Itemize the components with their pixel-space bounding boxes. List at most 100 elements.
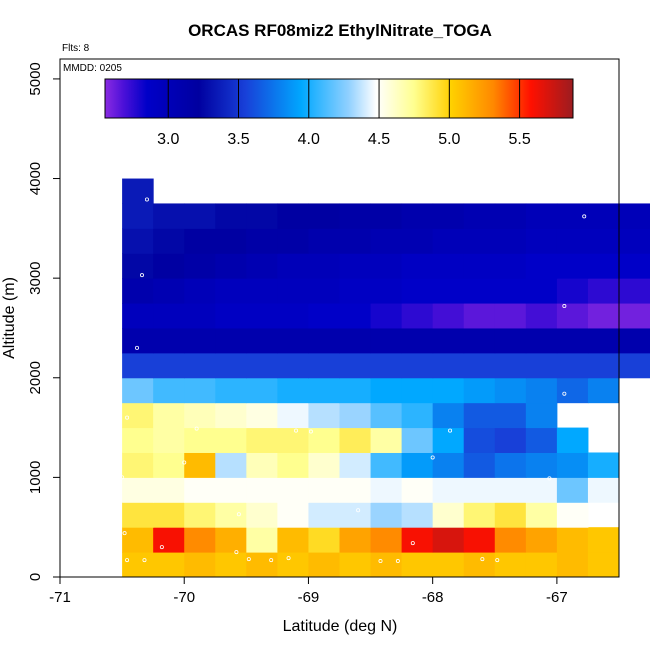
heatmap-cell xyxy=(587,253,620,279)
y-axis-label: Altitude (m) xyxy=(1,277,18,359)
sample-point xyxy=(125,558,130,563)
heatmap-cell xyxy=(587,228,620,254)
heatmap-cell xyxy=(215,527,247,553)
colorbar-tick-label: 3.5 xyxy=(227,131,249,148)
sample-point xyxy=(410,541,415,546)
heatmap-cell xyxy=(432,477,465,503)
heatmap-cell xyxy=(153,203,185,229)
heatmap-cell xyxy=(153,253,185,279)
heatmap-cell xyxy=(246,253,278,279)
heatmap-cell xyxy=(153,427,185,453)
x-tick-label: -67 xyxy=(546,589,568,606)
heatmap-cell xyxy=(308,228,340,254)
sample-point xyxy=(142,558,147,563)
heatmap-cell xyxy=(556,502,589,528)
sample-point xyxy=(294,428,299,433)
heatmap-cell xyxy=(153,228,185,254)
heatmap-cell xyxy=(184,477,216,503)
sample-points xyxy=(120,197,587,564)
sample-point xyxy=(194,426,199,431)
heatmap-cell xyxy=(463,402,496,429)
sample-point xyxy=(135,345,140,350)
heatmap-cell xyxy=(463,502,496,528)
sample-point xyxy=(182,460,187,465)
heatmap-cell xyxy=(184,253,216,279)
heatmap-cell xyxy=(277,427,309,453)
x-tick-label: -69 xyxy=(298,589,320,606)
heatmap-cell xyxy=(277,327,309,354)
heatmap-cell xyxy=(339,502,372,528)
heatmap-cell xyxy=(184,502,216,528)
heatmap-cell xyxy=(401,527,434,553)
heatmap-cell xyxy=(525,502,558,528)
heatmap-cell xyxy=(463,327,496,354)
heatmap-cell xyxy=(277,402,309,429)
heatmap-cell xyxy=(463,427,496,453)
y-axis: 0 1000 2000 3000 4000 5000 xyxy=(27,62,60,581)
heatmap-cell xyxy=(525,278,558,304)
heatmap-cell xyxy=(153,452,185,478)
heatmap-cell xyxy=(370,402,403,429)
heatmap-cell xyxy=(215,377,247,404)
heatmap-cell xyxy=(587,278,620,304)
heatmap-cell xyxy=(494,253,527,279)
sample-point xyxy=(378,559,383,564)
heatmap-cell xyxy=(619,352,650,379)
heatmap-cell xyxy=(339,452,372,478)
heatmap-cell xyxy=(370,452,403,478)
sample-point xyxy=(144,197,149,202)
heatmap-cell xyxy=(432,502,465,528)
date-note: MMDD: 0205 xyxy=(63,63,122,74)
heatmap-cell xyxy=(339,552,372,578)
heatmap-cell xyxy=(494,278,527,304)
heatmap-cell xyxy=(215,303,247,329)
heatmap-cell xyxy=(463,377,496,404)
heatmap-cell xyxy=(401,452,434,478)
sample-point xyxy=(308,429,313,434)
heatmap-cell xyxy=(215,427,247,453)
heatmap-cell xyxy=(370,327,403,354)
heatmap-cell xyxy=(153,377,185,404)
heatmap-cell xyxy=(463,527,496,553)
heatmap-cell xyxy=(277,502,309,528)
heatmap-cell xyxy=(587,527,620,553)
heatmap-cell xyxy=(463,477,496,503)
heatmap-cell xyxy=(339,402,372,429)
heatmap-cell xyxy=(370,552,403,578)
heatmap-cell xyxy=(556,352,589,379)
heatmap-cell xyxy=(339,203,372,229)
heatmap-cell xyxy=(308,552,340,578)
heatmap-cell xyxy=(619,327,650,354)
heatmap-cell xyxy=(246,402,278,429)
sample-point xyxy=(582,214,587,219)
sample-point xyxy=(236,512,241,517)
y-tick-label: 1000 xyxy=(27,461,44,494)
heatmap-cell xyxy=(432,303,465,329)
heatmap-cell xyxy=(277,253,309,279)
heatmap-cell xyxy=(525,352,558,379)
colorbar xyxy=(105,79,573,118)
sample-point xyxy=(234,550,239,555)
x-axis: -71 -70 -69 -68 -67 xyxy=(49,577,568,606)
heatmap-cell xyxy=(246,327,278,354)
heatmap-cell xyxy=(308,352,340,379)
sample-point xyxy=(448,428,453,433)
sample-point xyxy=(122,531,127,536)
heatmap-cell xyxy=(370,303,403,329)
heatmap-cell xyxy=(308,327,340,354)
heatmap-cell xyxy=(432,452,465,478)
sample-point xyxy=(286,556,291,561)
heatmap-cell xyxy=(246,377,278,404)
heatmap-cell xyxy=(184,452,216,478)
heatmap-cell xyxy=(246,352,278,379)
heatmap-cell xyxy=(556,552,589,578)
heatmap-cell xyxy=(184,327,216,354)
heatmap-cell xyxy=(122,527,154,553)
heatmap-cell xyxy=(339,228,372,254)
heatmap-cell xyxy=(525,427,558,453)
heatmap-cell xyxy=(525,228,558,254)
heatmap-cell xyxy=(184,352,216,379)
heatmap-cell xyxy=(525,477,558,503)
sample-point xyxy=(562,304,567,309)
heatmap-cell xyxy=(556,427,589,453)
